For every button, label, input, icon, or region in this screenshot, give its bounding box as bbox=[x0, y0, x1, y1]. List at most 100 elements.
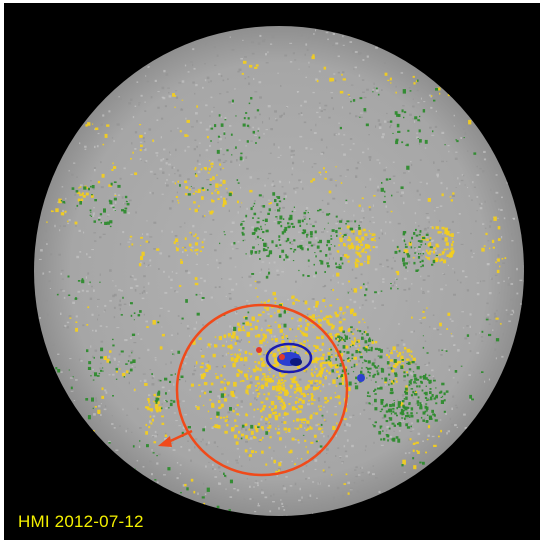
flux-negative-speck bbox=[301, 219, 304, 223]
flux-negative-speck bbox=[369, 337, 371, 339]
granule bbox=[419, 322, 422, 324]
granule bbox=[114, 285, 117, 287]
flux-negative-speck bbox=[274, 199, 277, 203]
flux-positive-speck bbox=[255, 389, 257, 392]
flux-positive-speck bbox=[278, 352, 282, 355]
flux-negative-speck bbox=[87, 366, 92, 370]
granule bbox=[42, 274, 45, 277]
granule bbox=[203, 238, 206, 241]
flux-negative-speck bbox=[366, 333, 369, 336]
flux-positive-speck bbox=[316, 374, 319, 378]
granule bbox=[431, 134, 435, 136]
flux-negative-speck bbox=[432, 413, 435, 416]
flux-negative-speck bbox=[223, 231, 225, 233]
flux-negative-speck bbox=[413, 381, 416, 384]
flux-negative-speck bbox=[374, 347, 378, 351]
flux-positive-speck bbox=[299, 418, 301, 420]
flux-positive-speck bbox=[344, 244, 347, 247]
flux-positive-speck bbox=[349, 245, 353, 249]
granule bbox=[292, 328, 294, 331]
flux-negative-speck bbox=[422, 419, 425, 422]
flux-positive-speck bbox=[372, 246, 376, 249]
flux-positive-speck bbox=[362, 228, 366, 232]
granule bbox=[283, 112, 285, 115]
flux-negative-speck bbox=[303, 211, 307, 215]
flux-negative-speck bbox=[285, 254, 287, 257]
flux-positive-speck bbox=[271, 379, 274, 383]
granule bbox=[300, 104, 303, 107]
flux-positive-speck bbox=[390, 380, 395, 385]
flux-negative-speck bbox=[368, 338, 371, 341]
granule bbox=[167, 87, 170, 89]
granule bbox=[128, 199, 132, 202]
granule bbox=[192, 373, 195, 376]
flux-positive-speck bbox=[261, 362, 265, 367]
flux-negative-speck bbox=[293, 239, 296, 242]
flux-negative-speck bbox=[68, 369, 70, 371]
flux-positive-speck bbox=[212, 176, 215, 180]
flux-positive-speck bbox=[265, 417, 267, 419]
granule bbox=[63, 326, 66, 328]
flux-positive-speck bbox=[251, 450, 255, 454]
granule bbox=[453, 114, 455, 117]
flux-negative-speck bbox=[352, 371, 355, 373]
granule bbox=[267, 199, 271, 201]
granule bbox=[494, 315, 497, 318]
granule bbox=[455, 406, 458, 409]
flux-negative-speck bbox=[348, 337, 351, 339]
flux-negative-speck bbox=[430, 396, 432, 398]
flux-positive-speck bbox=[306, 420, 310, 424]
granule bbox=[165, 162, 168, 165]
flux-positive-speck bbox=[252, 369, 254, 371]
flux-positive-speck bbox=[175, 240, 177, 242]
flux-negative-speck bbox=[389, 178, 392, 180]
flux-positive-speck bbox=[497, 226, 501, 230]
flux-negative-speck bbox=[360, 370, 363, 374]
flux-negative-speck bbox=[422, 411, 426, 415]
flux-positive-speck bbox=[320, 405, 322, 407]
granule bbox=[142, 147, 146, 149]
granule bbox=[118, 289, 121, 291]
flux-positive-speck bbox=[392, 364, 396, 368]
flux-negative-speck bbox=[425, 403, 428, 405]
flux-negative-speck bbox=[404, 417, 406, 420]
flux-positive-speck bbox=[104, 133, 108, 138]
flux-negative-speck bbox=[235, 115, 237, 117]
granule bbox=[130, 350, 134, 353]
flux-positive-speck bbox=[339, 238, 343, 243]
flux-positive-speck bbox=[289, 384, 293, 387]
flux-positive-speck bbox=[332, 288, 334, 292]
granule bbox=[170, 287, 173, 289]
flux-positive-speck bbox=[310, 396, 314, 400]
granule bbox=[208, 210, 210, 212]
flux-negative-speck bbox=[278, 207, 281, 209]
flux-negative-speck bbox=[100, 222, 103, 224]
flux-positive-speck bbox=[278, 392, 280, 395]
granule bbox=[373, 82, 375, 85]
flux-positive-speck bbox=[264, 345, 267, 347]
granule bbox=[311, 298, 314, 300]
flux-positive-speck bbox=[208, 160, 211, 162]
flux-positive-speck bbox=[306, 387, 309, 389]
granule bbox=[451, 423, 455, 426]
flux-negative-speck bbox=[404, 246, 408, 248]
granule bbox=[326, 410, 328, 413]
flux-positive-speck bbox=[284, 390, 287, 392]
granule bbox=[452, 194, 455, 197]
flux-positive-speck bbox=[390, 82, 392, 84]
granule bbox=[389, 435, 393, 438]
flux-negative-speck bbox=[68, 294, 71, 296]
flux-positive-speck bbox=[293, 381, 296, 384]
flux-positive-speck bbox=[283, 333, 285, 336]
granule bbox=[285, 476, 288, 478]
granule bbox=[293, 149, 295, 152]
granule bbox=[489, 158, 491, 161]
granule bbox=[224, 160, 228, 162]
flux-negative-speck bbox=[382, 430, 384, 432]
granule bbox=[267, 51, 269, 54]
flux-positive-speck bbox=[238, 355, 241, 358]
granule bbox=[468, 374, 471, 376]
flux-negative-speck bbox=[250, 97, 253, 100]
granule bbox=[327, 435, 329, 438]
granule bbox=[414, 212, 417, 215]
